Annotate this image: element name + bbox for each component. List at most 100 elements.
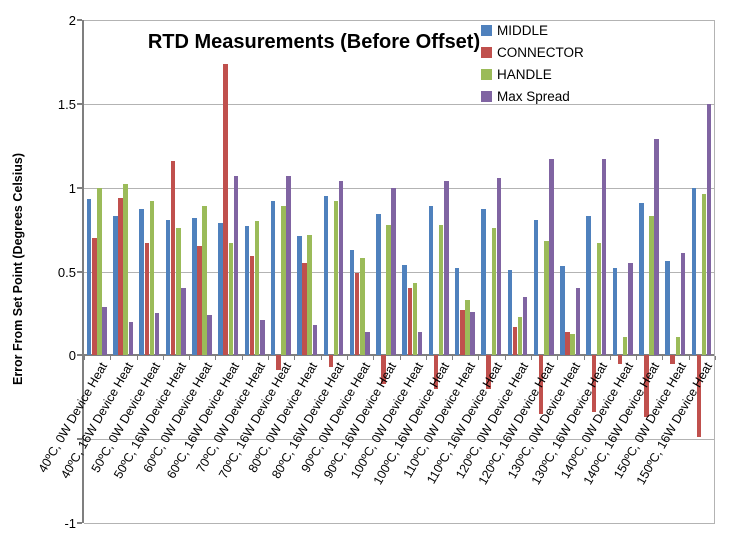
y-axis-tick [77,438,82,441]
legend-item-max-spread: Max Spread [481,85,584,107]
bar-middle [586,216,591,356]
x-axis-tick [715,356,716,361]
bar-middle [454,268,460,356]
bar-middle [691,187,697,356]
bar-handle [517,316,523,356]
bar-connector [144,242,150,356]
bar-handle [412,283,418,356]
y-axis-tick [77,186,82,189]
bar-max-spread [522,296,528,356]
bar-middle [218,222,223,356]
bar-handle [202,206,207,356]
gridline-2 [84,20,715,21]
bar-connector [354,273,360,356]
bar-max-spread [128,321,134,356]
bar-connector [433,355,439,389]
bar-middle [612,268,618,356]
bar-max-spread [233,175,239,356]
bar-connector [512,326,518,356]
bar-handle [544,241,549,356]
bar-max-spread [496,177,502,356]
y-axis-tick [77,354,82,357]
bar-max-spread [601,159,607,356]
bar-max-spread [312,325,318,356]
x-axis-tick [452,356,454,361]
y-axis-title: Error From Set Point (Degrees Celsius) [11,153,25,386]
legend-item-handle: HANDLE [481,63,584,85]
gridline-0.5 [84,271,715,273]
bar-connector [197,246,202,356]
bar-handle [465,300,470,356]
x-axis-tick [268,356,270,361]
x-axis-tick [425,356,427,361]
bar-handle [386,224,391,356]
x-axis-tick [399,356,401,361]
x-axis-tick [294,356,296,361]
y-axis-tick [77,102,82,105]
legend-swatch-handle [481,68,492,80]
bar-connector [407,288,413,356]
bar-middle [402,264,407,356]
bar-connector [381,355,386,384]
bar-handle [97,187,102,356]
y-tick-label-1: 1 [68,180,76,196]
bar-middle [270,201,276,356]
bar-handle [254,221,260,356]
bar-max-spread [207,315,212,356]
bar-max-spread [575,288,581,356]
legend-label: HANDLE [497,66,552,82]
bar-max-spread [654,139,659,356]
bar-connector [538,355,544,414]
bar-connector [617,355,623,364]
bar-handle [176,227,181,356]
bar-connector [328,355,334,368]
legend-swatch-max-spread [481,90,492,102]
bar-middle [639,202,644,356]
bar-max-spread [365,331,370,356]
bar-middle [349,249,355,356]
bar-max-spread [102,306,107,356]
bar-connector [565,331,570,356]
gridline--0.5 [84,439,715,441]
bar-middle [376,214,381,356]
bar-connector [644,355,649,418]
y-axis-line [82,20,84,523]
plot-right-border [714,20,715,523]
bar-middle [113,216,118,356]
bar-middle [165,219,171,356]
legend-label: MIDDLE [497,22,549,38]
bar-middle [323,196,329,356]
bar-middle [139,209,144,356]
bar-max-spread [260,320,265,356]
bar-max-spread [444,180,449,356]
x-axis-tick [636,356,638,361]
bar-handle [491,227,497,356]
bar-handle [360,258,365,356]
x-axis-tick [162,356,164,361]
plot-area [82,20,715,524]
bar-handle [149,201,155,356]
bar-connector [276,355,281,371]
gridline-1.5 [84,103,715,105]
bar-middle [560,266,565,356]
x-axis-tick [583,356,585,361]
bar-middle [428,206,434,356]
legend-label: Max Spread [497,88,570,104]
bar-connector [249,256,255,356]
bar-handle [438,224,444,356]
x-axis-tick [662,356,664,361]
y-axis-tick [77,270,82,273]
x-axis-tick [609,356,611,361]
y-tick-label-0.5: 0.5 [57,264,76,280]
bar-handle [675,336,681,356]
bar-max-spread [470,311,475,356]
zero-axis-line [84,354,715,357]
bar-max-spread [338,180,344,356]
y-tick-label-1.5: 1.5 [57,96,76,112]
bar-middle [244,226,250,356]
x-axis-tick [346,356,348,361]
bar-connector [486,355,491,389]
legend-swatch-middle [481,24,492,36]
x-axis-tick [688,356,690,361]
